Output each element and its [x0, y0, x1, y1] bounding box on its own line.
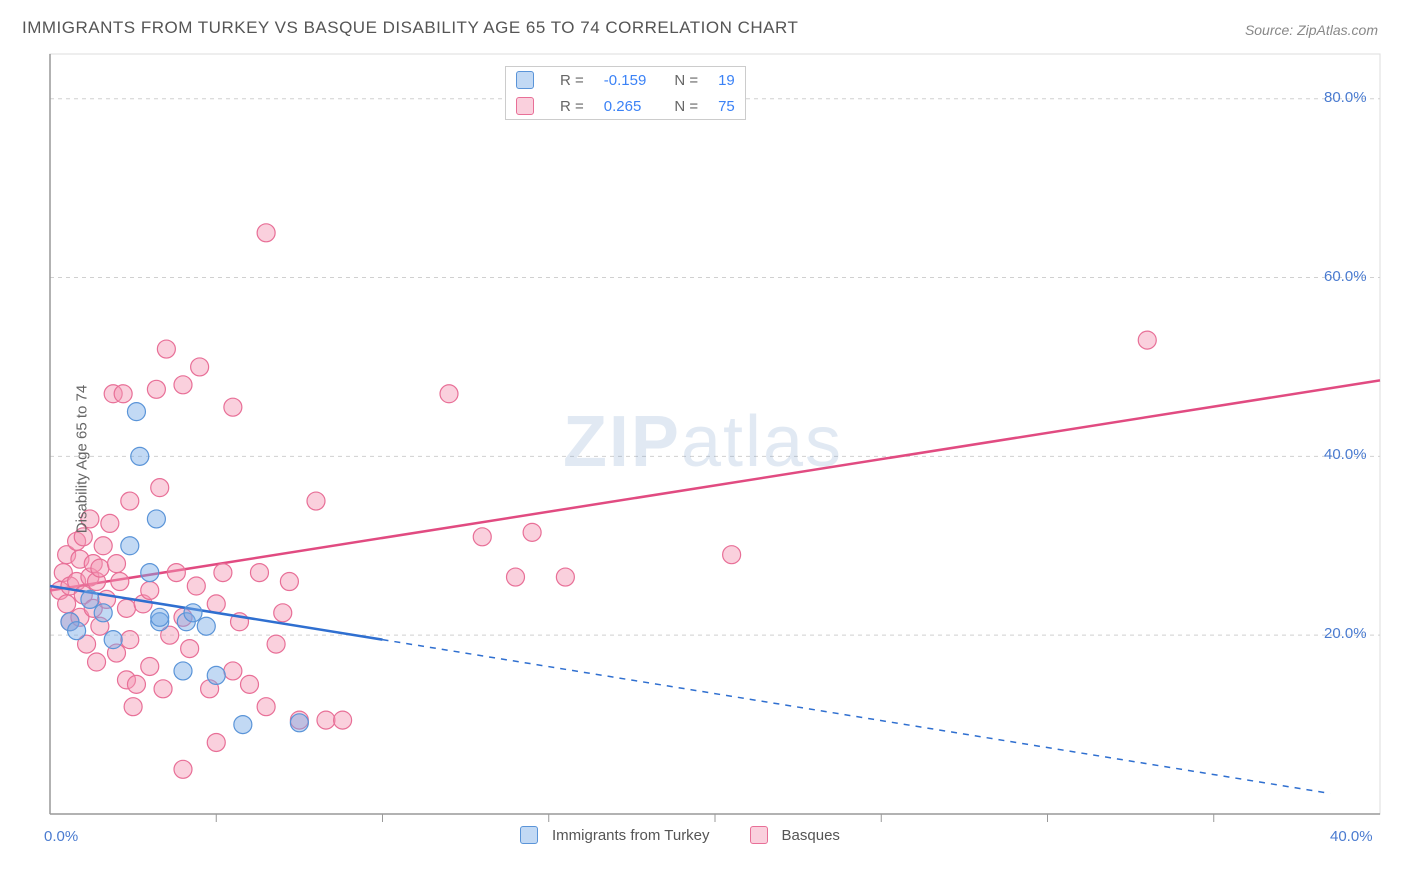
legend-r-label: R = [550, 93, 594, 119]
legend-n-label: N = [656, 93, 708, 119]
legend-item: Immigrants from Turkey [520, 826, 710, 844]
y-axis-label: Disability Age 65 to 74 [74, 385, 91, 533]
legend-r-label: R = [550, 67, 594, 93]
axis-tick-label: 20.0% [1324, 625, 1367, 642]
axis-tick-label: 0.0% [44, 828, 78, 845]
legend-r-value: -0.159 [594, 67, 657, 93]
legend-r-value: 0.265 [594, 93, 657, 119]
legend-swatch [750, 826, 768, 844]
legend-swatch [516, 71, 534, 89]
source-label: Source: ZipAtlas.com [1245, 22, 1378, 38]
axis-tick-label: 40.0% [1324, 446, 1367, 463]
axis-tick-label: 40.0% [1330, 828, 1373, 845]
legend-series-name: Immigrants from Turkey [552, 827, 710, 844]
correlation-legend: R =-0.159N =19 R =0.265N =75 [505, 66, 746, 120]
scatter-plot [0, 44, 1400, 864]
chart-area: Disability Age 65 to 74 ZIPatlas R =-0.1… [0, 44, 1406, 874]
legend-n-value: 19 [708, 67, 745, 93]
legend-n-value: 75 [708, 93, 745, 119]
axis-tick-label: 60.0% [1324, 268, 1367, 285]
legend-swatch [520, 826, 538, 844]
axis-tick-label: 80.0% [1324, 89, 1367, 106]
legend-series-name: Basques [782, 827, 840, 844]
legend-n-label: N = [656, 67, 708, 93]
legend-swatch [516, 97, 534, 115]
legend-item: Basques [750, 826, 840, 844]
series-legend: Immigrants from Turkey Basques [520, 826, 840, 844]
chart-title: IMMIGRANTS FROM TURKEY VS BASQUE DISABIL… [22, 18, 798, 38]
